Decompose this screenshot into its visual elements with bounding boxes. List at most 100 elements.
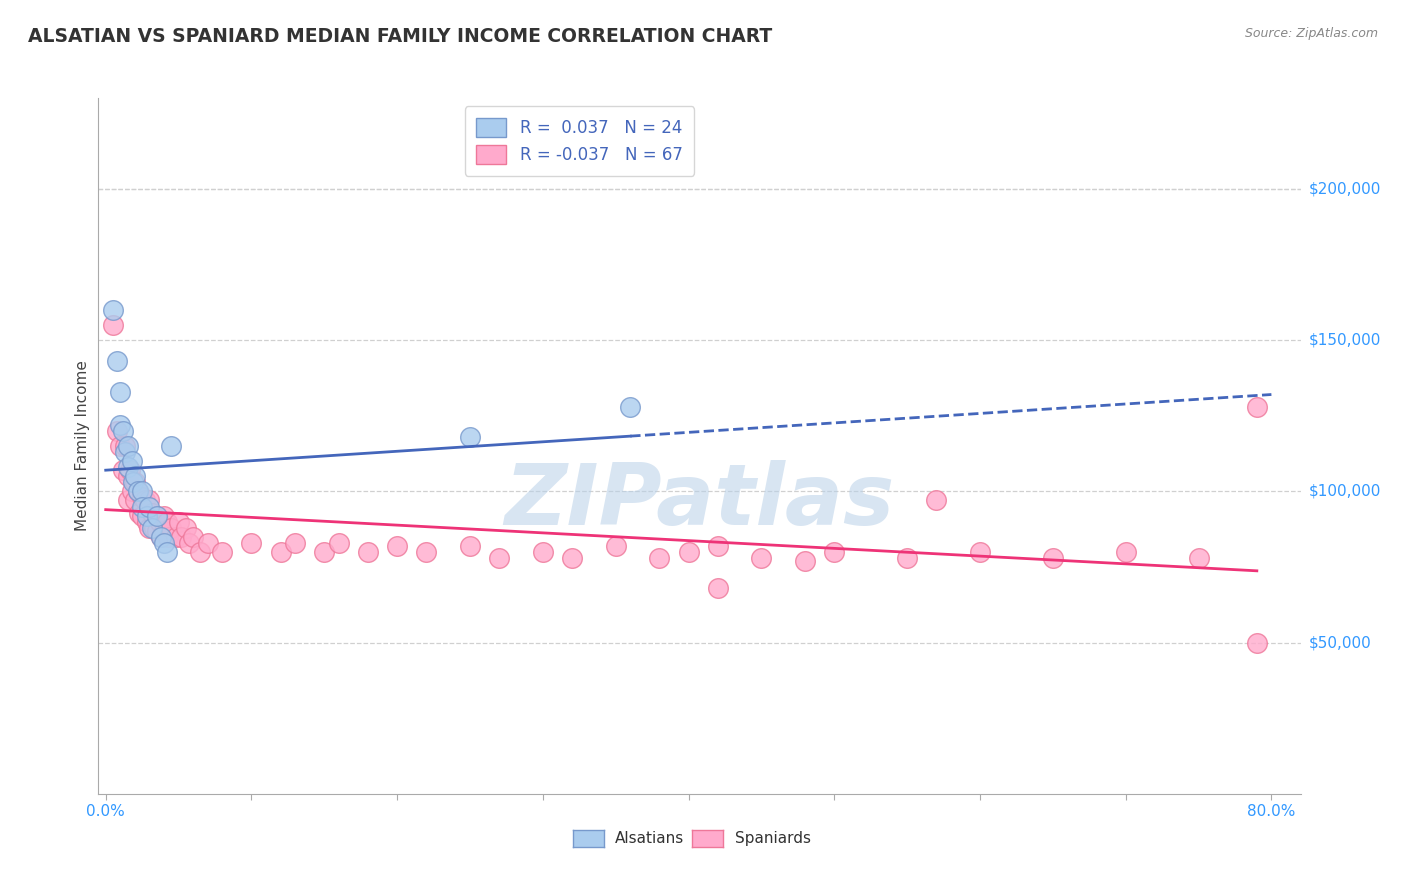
Point bbox=[211, 545, 233, 559]
Point bbox=[110, 417, 132, 432]
Point bbox=[114, 445, 136, 459]
Point bbox=[153, 508, 176, 523]
Point bbox=[240, 536, 263, 550]
Point bbox=[160, 439, 183, 453]
Point bbox=[156, 545, 179, 559]
Point bbox=[131, 508, 153, 523]
Point bbox=[328, 536, 350, 550]
Point bbox=[1246, 400, 1268, 414]
Point bbox=[138, 521, 160, 535]
Point bbox=[138, 493, 160, 508]
Point bbox=[110, 384, 132, 399]
Point bbox=[458, 539, 481, 553]
Point bbox=[284, 536, 307, 550]
Point bbox=[153, 524, 176, 538]
Point bbox=[105, 424, 128, 438]
Point bbox=[896, 550, 918, 565]
Point bbox=[124, 469, 146, 483]
Text: ZIPatlas: ZIPatlas bbox=[505, 460, 894, 543]
Point bbox=[120, 463, 142, 477]
Text: Source: ZipAtlas.com: Source: ZipAtlas.com bbox=[1244, 27, 1378, 40]
Point bbox=[114, 439, 136, 453]
Point bbox=[823, 545, 845, 559]
Point bbox=[112, 424, 135, 438]
Point bbox=[174, 521, 197, 535]
Point bbox=[112, 463, 135, 477]
Point bbox=[385, 539, 408, 553]
Point bbox=[117, 460, 139, 475]
Point bbox=[925, 493, 948, 508]
Point bbox=[117, 493, 139, 508]
Point bbox=[135, 508, 157, 523]
Point bbox=[160, 521, 183, 535]
Point bbox=[117, 469, 139, 483]
Point bbox=[706, 581, 728, 595]
Text: Spaniards: Spaniards bbox=[734, 831, 811, 846]
Point bbox=[531, 545, 554, 559]
Point bbox=[117, 439, 139, 453]
Point bbox=[131, 484, 153, 499]
Point bbox=[458, 430, 481, 444]
Point bbox=[165, 530, 187, 544]
Point bbox=[706, 539, 728, 553]
Point bbox=[105, 354, 128, 368]
Point bbox=[1115, 545, 1137, 559]
Point bbox=[561, 550, 583, 565]
Point bbox=[150, 530, 173, 544]
Point bbox=[1246, 635, 1268, 649]
Point bbox=[150, 530, 173, 544]
Point bbox=[170, 530, 193, 544]
Point bbox=[128, 506, 150, 520]
Point bbox=[141, 506, 163, 520]
Point bbox=[1187, 550, 1209, 565]
Point bbox=[488, 550, 510, 565]
Point bbox=[121, 454, 143, 468]
Point bbox=[131, 500, 153, 514]
Point bbox=[167, 515, 190, 529]
Point bbox=[181, 530, 204, 544]
Point bbox=[197, 536, 219, 550]
Point bbox=[142, 521, 165, 535]
Point bbox=[605, 539, 627, 553]
Point bbox=[134, 493, 156, 508]
Point bbox=[153, 536, 176, 550]
Point bbox=[270, 545, 292, 559]
Text: $50,000: $50,000 bbox=[1309, 635, 1372, 650]
Y-axis label: Median Family Income: Median Family Income bbox=[75, 360, 90, 532]
Point bbox=[141, 521, 163, 535]
Point bbox=[145, 508, 167, 523]
Point bbox=[177, 536, 200, 550]
Point bbox=[357, 545, 380, 559]
Point bbox=[122, 475, 145, 490]
Point bbox=[648, 550, 671, 565]
Legend: R =  0.037   N = 24, R = -0.037   N = 67: R = 0.037 N = 24, R = -0.037 N = 67 bbox=[464, 106, 695, 176]
Point bbox=[101, 318, 124, 332]
Point bbox=[619, 400, 641, 414]
Point bbox=[124, 493, 146, 508]
Text: ALSATIAN VS SPANIARD MEDIAN FAMILY INCOME CORRELATION CHART: ALSATIAN VS SPANIARD MEDIAN FAMILY INCOM… bbox=[28, 27, 772, 45]
Point bbox=[124, 475, 146, 490]
Point bbox=[751, 550, 773, 565]
Point bbox=[149, 515, 172, 529]
Point bbox=[415, 545, 437, 559]
Point bbox=[138, 500, 160, 514]
Point bbox=[794, 554, 817, 568]
Text: $100,000: $100,000 bbox=[1309, 483, 1381, 499]
Point bbox=[190, 545, 212, 559]
Point bbox=[678, 545, 700, 559]
Point bbox=[145, 524, 167, 538]
Point bbox=[135, 515, 157, 529]
Point bbox=[121, 484, 143, 499]
Point bbox=[110, 439, 132, 453]
Point bbox=[101, 302, 124, 317]
Text: $150,000: $150,000 bbox=[1309, 333, 1381, 348]
Point bbox=[127, 484, 149, 499]
Point bbox=[969, 545, 991, 559]
Point bbox=[314, 545, 336, 559]
Text: Alsatians: Alsatians bbox=[616, 831, 685, 846]
Point bbox=[131, 491, 153, 505]
Text: $200,000: $200,000 bbox=[1309, 181, 1381, 196]
Point bbox=[157, 530, 180, 544]
Point bbox=[1042, 550, 1064, 565]
Point bbox=[127, 484, 149, 499]
